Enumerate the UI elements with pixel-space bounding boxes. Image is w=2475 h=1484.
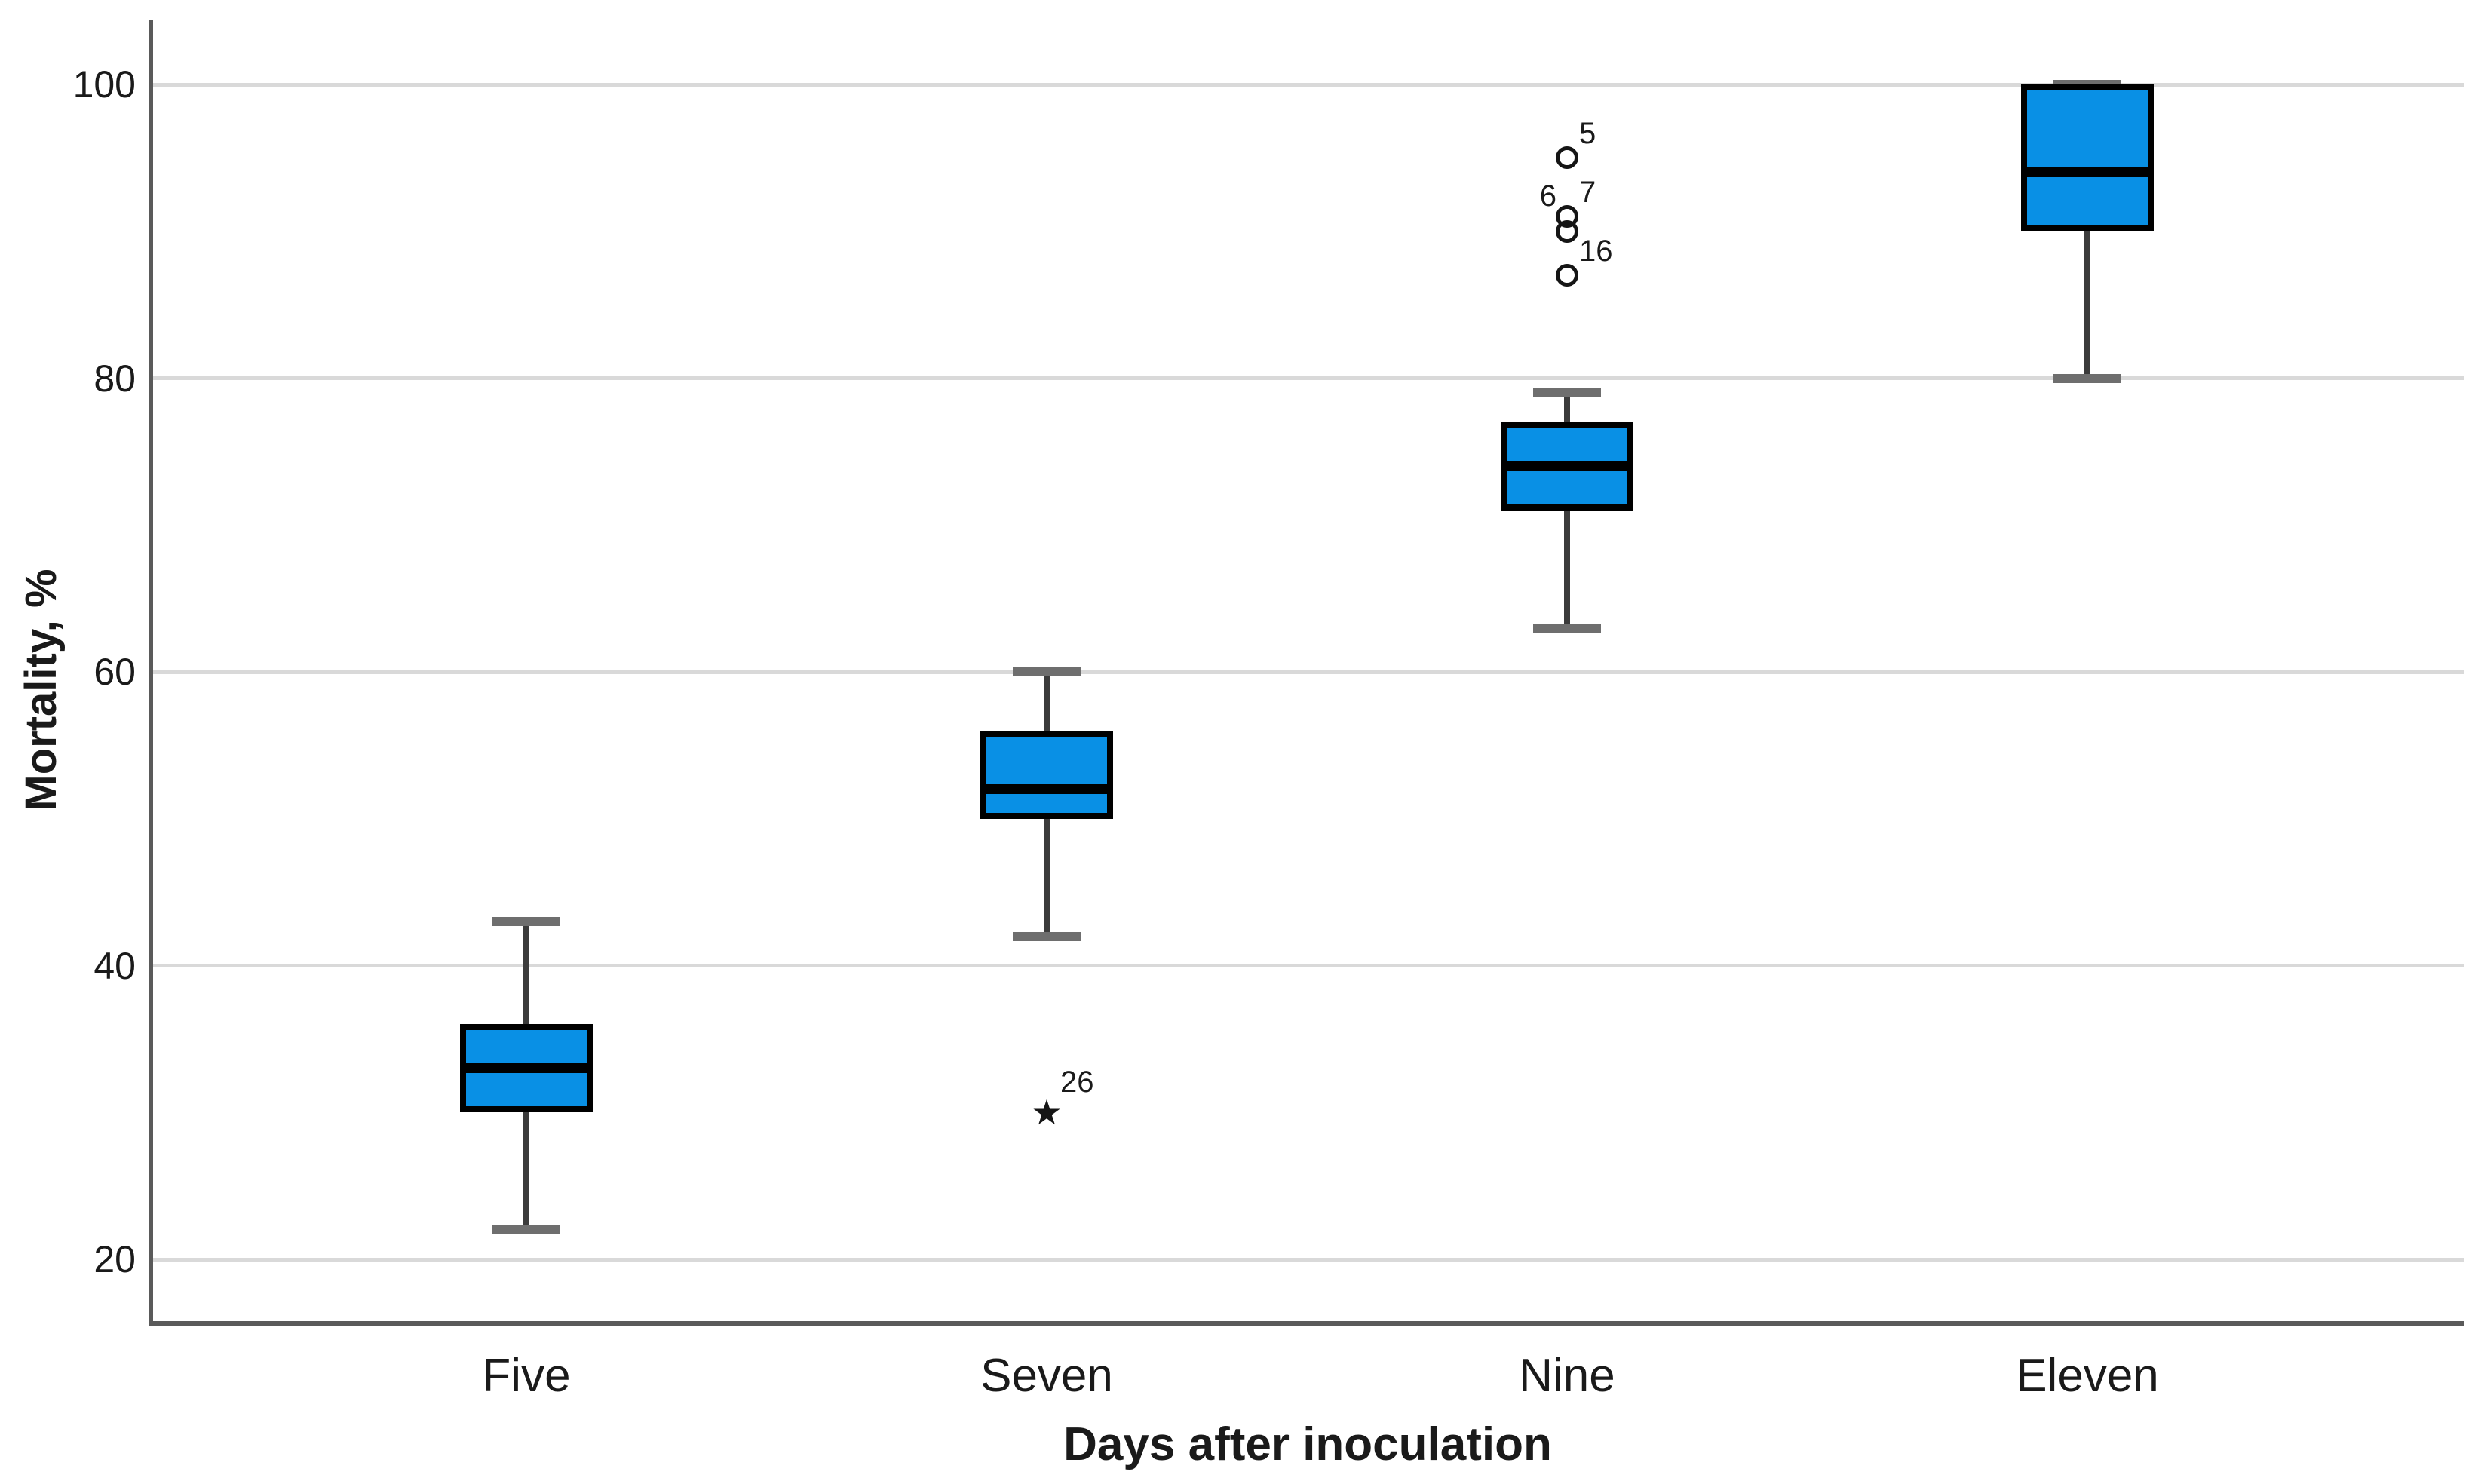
whisker-cap-top-nine bbox=[1533, 388, 1601, 397]
outlier-case-label-16: 16 bbox=[1579, 235, 1613, 268]
whisker-cap-bottom-nine bbox=[1533, 623, 1601, 633]
y-gridline bbox=[151, 964, 2464, 967]
whisker-cap-bottom-seven bbox=[1013, 931, 1081, 941]
median-line-nine bbox=[1501, 461, 1633, 471]
y-gridline bbox=[151, 670, 2464, 674]
whisker-line-eleven bbox=[2084, 84, 2090, 379]
y-gridline bbox=[151, 82, 2464, 87]
x-category-label: Five bbox=[482, 1350, 571, 1402]
outlier-case-label-5: 5 bbox=[1579, 117, 1596, 151]
x-category-label: Eleven bbox=[2016, 1350, 2159, 1402]
y-gridline bbox=[151, 1257, 2464, 1262]
whisker-cap-top-five bbox=[492, 917, 560, 927]
outlier-circle-case-16 bbox=[1556, 264, 1578, 287]
outlier-case-label-26: 26 bbox=[1060, 1065, 1094, 1099]
median-line-eleven bbox=[2021, 167, 2154, 178]
median-line-seven bbox=[980, 784, 1113, 795]
x-category-label: Seven bbox=[980, 1350, 1113, 1402]
box-rect-seven bbox=[980, 730, 1113, 819]
y-tick-label: 20 bbox=[94, 1238, 136, 1280]
whisker-cap-bottom-five bbox=[492, 1225, 560, 1235]
x-axis-line bbox=[149, 1321, 2464, 1326]
outlier-case-label-7: 7 bbox=[1579, 176, 1596, 210]
y-tick-label: 100 bbox=[72, 63, 136, 106]
y-gridline bbox=[151, 376, 2464, 380]
y-tick-label: 60 bbox=[94, 651, 136, 693]
extreme-outlier-star-case-26: ★ bbox=[1031, 1093, 1063, 1133]
whisker-cap-bottom-eleven bbox=[2053, 373, 2121, 383]
median-line-five bbox=[460, 1063, 593, 1074]
outlier-case-label-6: 6 bbox=[1539, 179, 1556, 213]
whisker-cap-top-seven bbox=[1013, 667, 1081, 676]
y-axis-line bbox=[149, 20, 153, 1326]
x-category-label: Nine bbox=[1519, 1350, 1615, 1402]
y-tick-label: 80 bbox=[94, 357, 136, 400]
box-rect-eleven bbox=[2021, 84, 2154, 231]
whisker-line-nine bbox=[1564, 392, 1570, 628]
x-axis-title: Days after inoculation bbox=[1063, 1418, 1552, 1470]
outlier-circle-case-6 bbox=[1556, 219, 1578, 243]
outlier-circle-case-5 bbox=[1556, 146, 1578, 170]
y-tick-label: 40 bbox=[94, 944, 136, 987]
